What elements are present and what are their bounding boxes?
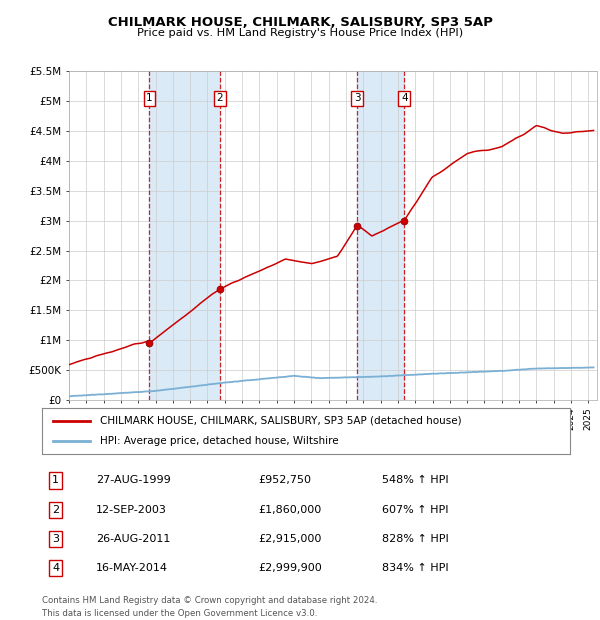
Text: CHILMARK HOUSE, CHILMARK, SALISBURY, SP3 5AP: CHILMARK HOUSE, CHILMARK, SALISBURY, SP3… [107,16,493,29]
Text: 12-SEP-2003: 12-SEP-2003 [96,505,167,515]
Text: 16-MAY-2014: 16-MAY-2014 [96,563,168,573]
Bar [149,71,220,400]
Text: 4: 4 [401,93,407,103]
Text: Contains HM Land Registry data © Crown copyright and database right 2024.: Contains HM Land Registry data © Crown c… [42,596,377,606]
Text: Price paid vs. HM Land Registry's House Price Index (HPI): Price paid vs. HM Land Registry's House … [137,28,463,38]
Bar [357,71,404,400]
Text: 2: 2 [52,505,59,515]
Text: 607% ↑ HPI: 607% ↑ HPI [382,505,449,515]
Text: 548% ↑ HPI: 548% ↑ HPI [382,476,449,485]
Text: £2,999,900: £2,999,900 [258,563,322,573]
Text: 3: 3 [354,93,361,103]
Text: 834% ↑ HPI: 834% ↑ HPI [382,563,449,573]
Text: £1,860,000: £1,860,000 [258,505,321,515]
Text: 828% ↑ HPI: 828% ↑ HPI [382,534,449,544]
Text: HPI: Average price, detached house, Wiltshire: HPI: Average price, detached house, Wilt… [100,436,339,446]
Text: 1: 1 [146,93,153,103]
Text: 2: 2 [216,93,223,103]
Text: £2,915,000: £2,915,000 [258,534,322,544]
Text: CHILMARK HOUSE, CHILMARK, SALISBURY, SP3 5AP (detached house): CHILMARK HOUSE, CHILMARK, SALISBURY, SP3… [100,416,462,426]
Text: 27-AUG-1999: 27-AUG-1999 [96,476,171,485]
Text: £952,750: £952,750 [258,476,311,485]
Text: 3: 3 [52,534,59,544]
Text: 26-AUG-2011: 26-AUG-2011 [96,534,170,544]
Text: 1: 1 [52,476,59,485]
Text: This data is licensed under the Open Government Licence v3.0.: This data is licensed under the Open Gov… [42,609,317,618]
Text: 4: 4 [52,563,59,573]
